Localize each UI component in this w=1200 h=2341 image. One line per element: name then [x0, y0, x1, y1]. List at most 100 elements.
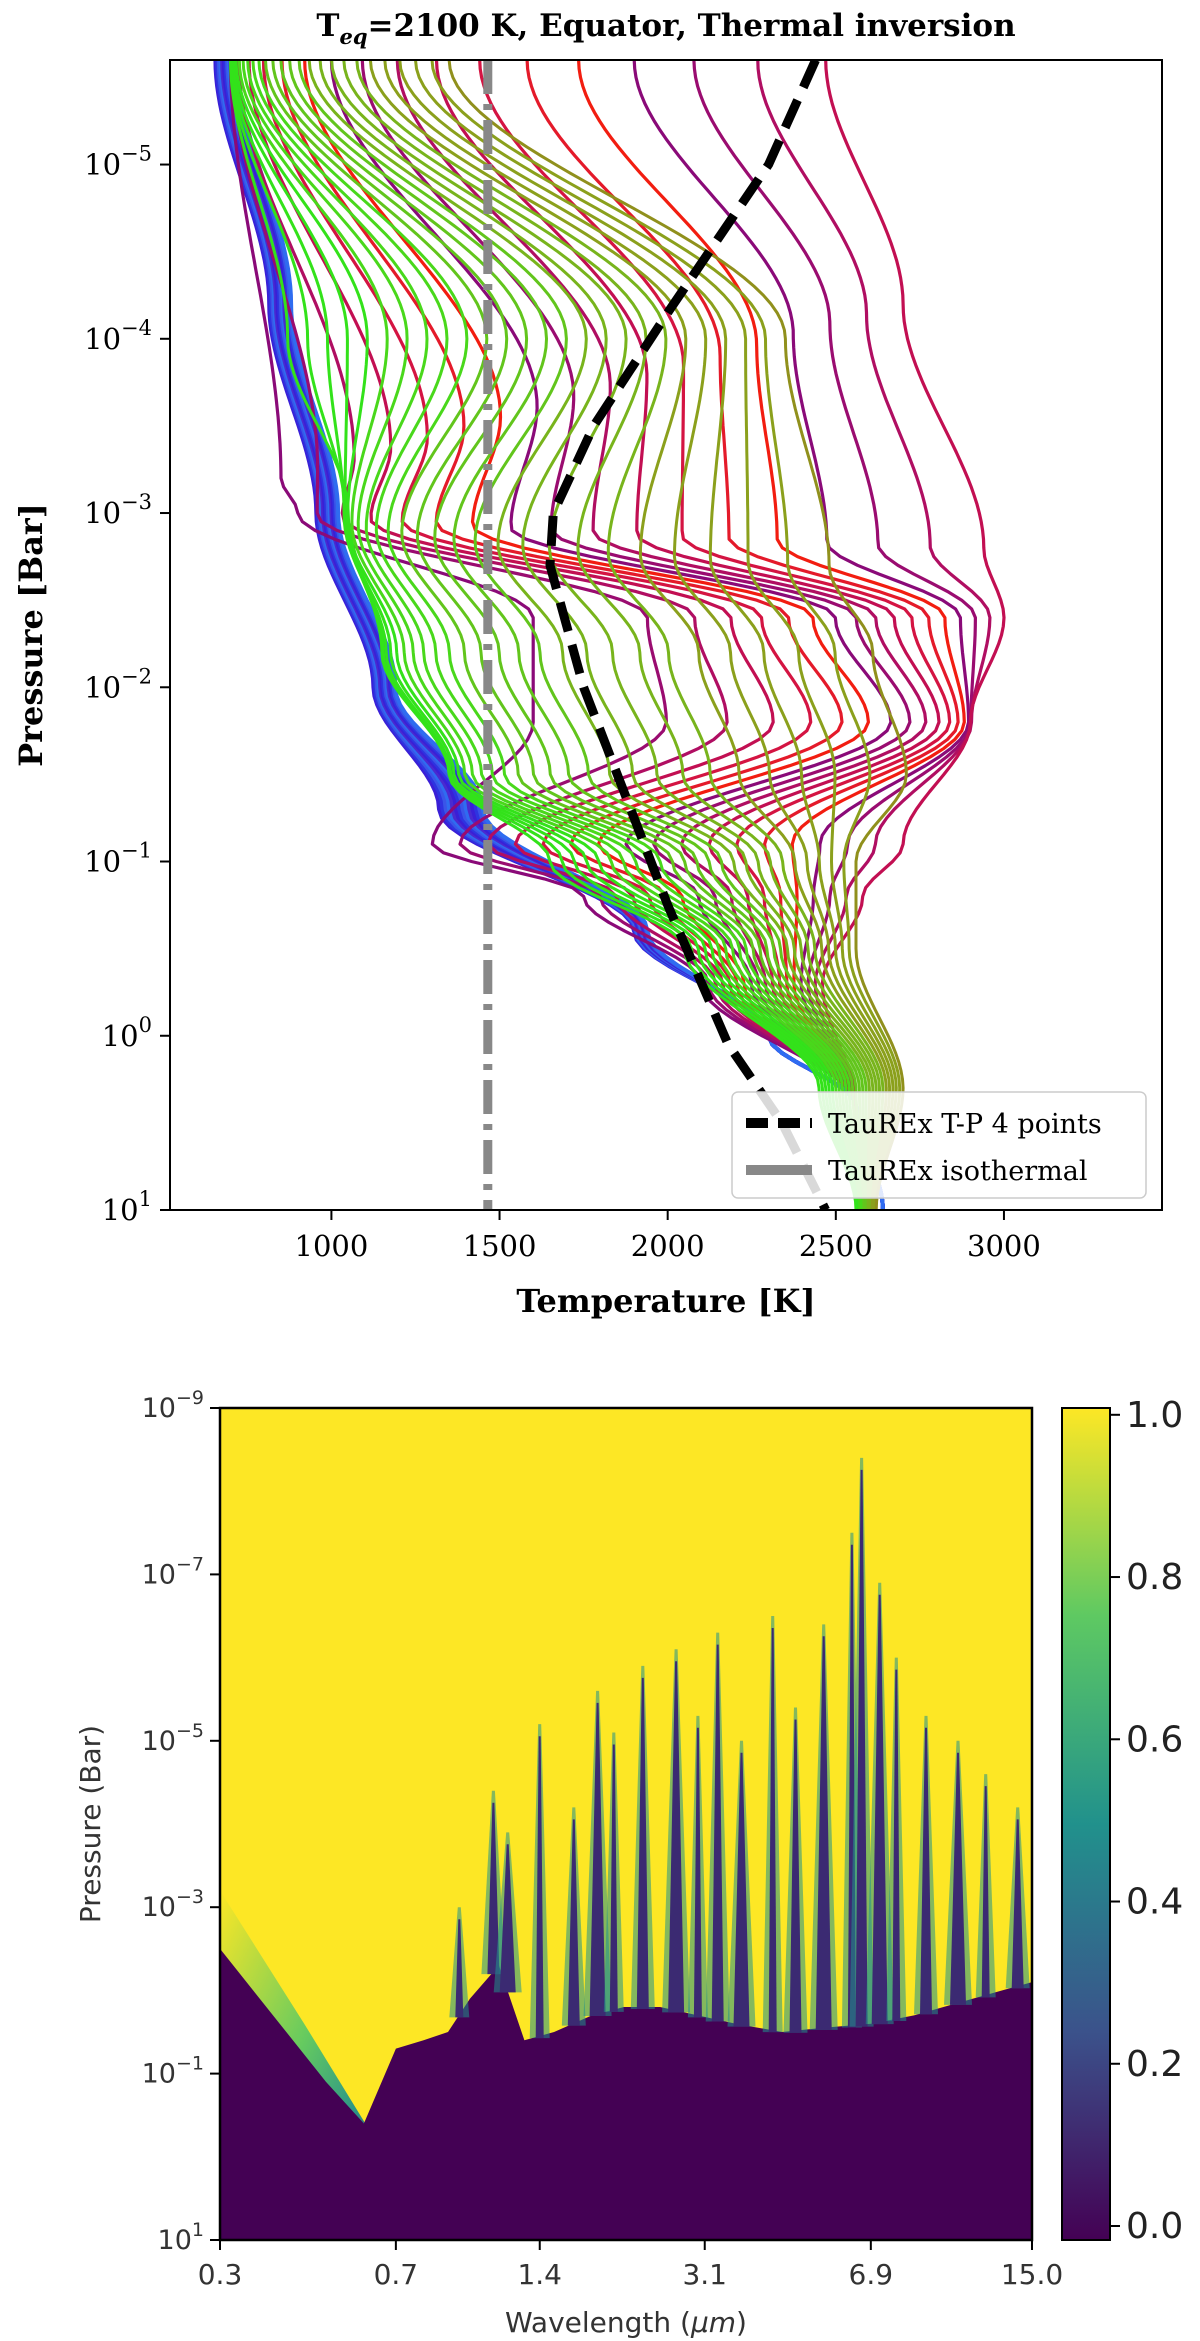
tp-x-tick-label: 1500: [463, 1229, 537, 1263]
absorption-feature: [1011, 1819, 1024, 1989]
tp-profile-terminator: [330, 60, 878, 1210]
absorption-feature: [768, 1628, 777, 2033]
tp-chart-title: Teq=2100 K, Equator, Thermal inversion: [316, 8, 1015, 49]
absorption-feature: [455, 1919, 464, 2018]
tp-profile-terminator: [264, 60, 866, 1210]
absorption-feature: [535, 1736, 544, 2039]
absorption-feature: [789, 1719, 802, 2033]
absorption-feature: [920, 1727, 932, 2015]
absorption-feature: [855, 1469, 868, 2027]
heatmap-x-tick-label: 1.4: [517, 2258, 562, 2291]
tp-profile-dayside: [228, 60, 871, 1210]
tp-legend: TauREx T-P 4 points TauREx isothermal: [731, 1091, 1147, 1199]
tp-chart: Teq=2100 K, Equator, Thermal inversion 1…: [12, 8, 1163, 1320]
contribution-heatmap: [220, 1408, 1032, 2240]
tp-profile-terminator: [241, 60, 863, 1210]
tp-profile-terminator: [279, 60, 868, 1210]
heatmap-y-tick-label: 10−1: [142, 2053, 204, 2090]
tp-profile-terminator: [257, 60, 865, 1210]
tp-profile-terminator: [368, 60, 888, 1210]
tp-retrieved-series: [483, 60, 830, 1210]
tp-y-axis-label: Pressure [Bar]: [12, 503, 50, 767]
tp-x-tick-label: 2000: [631, 1229, 705, 1263]
tp-y-ticks: 10−5 10−4 10−3 10−2 10−1 100 101: [84, 142, 170, 1227]
heatmap-y-tick-label: 10−7: [142, 1553, 204, 1590]
absorption-feature: [636, 1677, 649, 2010]
tp-profile-terminator: [229, 60, 859, 1210]
tp-legend-label-isothermal: TauREx isothermal: [828, 1156, 1087, 1187]
absorption-feature: [892, 1669, 901, 2021]
heatmap-x-ticks: 0.3 0.7 1.4 3.1 6.9 15.0: [198, 2240, 1063, 2291]
colorbar-ticks: 0.0 0.2 0.4 0.6 0.8 1.0: [1110, 1395, 1183, 2247]
absorption-feature: [567, 1819, 580, 2026]
heatmap-absorption-features: [449, 1457, 1030, 2039]
colorbar-tick-label: 0.2: [1126, 2044, 1183, 2085]
tp-y-tick-label: 101: [102, 1187, 152, 1227]
heatmap-y-tick-label: 101: [158, 2219, 204, 2256]
colorbar-tick-label: 0.6: [1126, 1719, 1183, 1760]
heatmap-y-tick-label: 10−5: [142, 1720, 204, 1757]
absorption-feature: [609, 1744, 618, 2012]
absorption-feature: [668, 1661, 685, 2013]
absorption-feature: [871, 1594, 888, 2025]
heatmap-x-axis-label: Wavelength (μm): [505, 2306, 747, 2339]
tp-y-tick-label: 10−4: [84, 316, 152, 356]
tp-profile-terminator: [237, 60, 862, 1210]
tp-profile-terminator: [342, 60, 881, 1210]
tp-profile-terminator: [414, 60, 898, 1210]
tp-profile-dayside: [237, 60, 871, 1210]
tp-profile-terminator: [234, 60, 861, 1210]
colorbar: 0.0 0.2 0.4 0.6 0.8 1.0: [1061, 1395, 1183, 2247]
tp-profile-terminator: [307, 60, 871, 1210]
absorption-feature: [487, 1802, 500, 1975]
tp-profile-terminator: [246, 60, 864, 1210]
heatmap-x-tick-label: 3.1: [682, 2258, 727, 2291]
tp-profile-terminator: [318, 60, 875, 1210]
heatmap-frame: [218, 1406, 1034, 2242]
absorption-feature: [950, 1752, 966, 2005]
tp-y-tick-label: 10−2: [84, 664, 152, 704]
colorbar-tick-label: 0.8: [1126, 1557, 1183, 1598]
tp-x-tick-label: 3000: [967, 1229, 1041, 1263]
tp-y-tick-label: 10−3: [84, 490, 152, 530]
absorption-feature: [589, 1702, 606, 2016]
tp-y-tick-label: 100: [102, 1013, 152, 1053]
tp-profile-dayside: [525, 60, 960, 1210]
heatmap-y-ticks: 10−9 10−7 10−5 10−3 10−1 101: [142, 1387, 220, 2256]
tp-profile-curves: [213, 60, 1006, 1210]
tp-profile-dayside: [231, 60, 871, 1210]
absorption-feature: [981, 1786, 990, 1998]
tp-profile-terminator: [383, 60, 892, 1210]
tp-profile-terminator: [398, 60, 895, 1210]
colorbar-tick-label: 1.0: [1126, 1395, 1183, 1436]
colorbar-gradient: [1061, 1407, 1111, 2241]
contribution-chart: 0.3 0.7 1.4 3.1 6.9 15.0 10−9 10−7 10−5 10−3 10−1…: [74, 1387, 1183, 2339]
tp-legend-box: [731, 1091, 1147, 1199]
tp-profile-terminator: [355, 60, 885, 1210]
tp-x-ticks: 1000 1500 2000 2500 3000: [295, 1210, 1041, 1263]
tp-profile-terminator: [251, 60, 864, 1210]
absorption-feature: [711, 1644, 724, 2022]
tp-profile-terminator: [271, 60, 867, 1210]
colorbar-tick-label: 0.4: [1126, 1882, 1183, 1923]
tp-legend-label-4points: TauREx T-P 4 points: [828, 1109, 1102, 1140]
tp-plot-frame: [169, 59, 1163, 1211]
tp-y-tick-label: 10−5: [84, 142, 152, 182]
heatmap-x-tick-label: 0.3: [198, 2258, 243, 2291]
tp-profile-terminator: [430, 60, 902, 1210]
tp-x-tick-label: 2500: [799, 1229, 873, 1263]
absorption-feature: [815, 1636, 832, 2030]
tp-y-tick-label: 10−1: [84, 839, 152, 879]
absorption-feature: [499, 1844, 516, 1993]
tp-profile-terminator: [297, 60, 869, 1210]
tp-x-axis-label: Temperature [K]: [516, 1282, 815, 1320]
tp-x-tick-label: 1000: [295, 1229, 369, 1263]
heatmap-x-tick-label: 15.0: [1001, 2258, 1063, 2291]
tp-profile-terminator: [232, 60, 860, 1210]
heatmap-y-tick-label: 10−9: [142, 1387, 204, 1424]
heatmap-x-tick-label: 6.9: [849, 2258, 894, 2291]
heatmap-y-tick-label: 10−3: [142, 1886, 204, 1923]
absorption-feature: [733, 1752, 750, 2027]
tp-series-4points: [545, 60, 830, 1210]
